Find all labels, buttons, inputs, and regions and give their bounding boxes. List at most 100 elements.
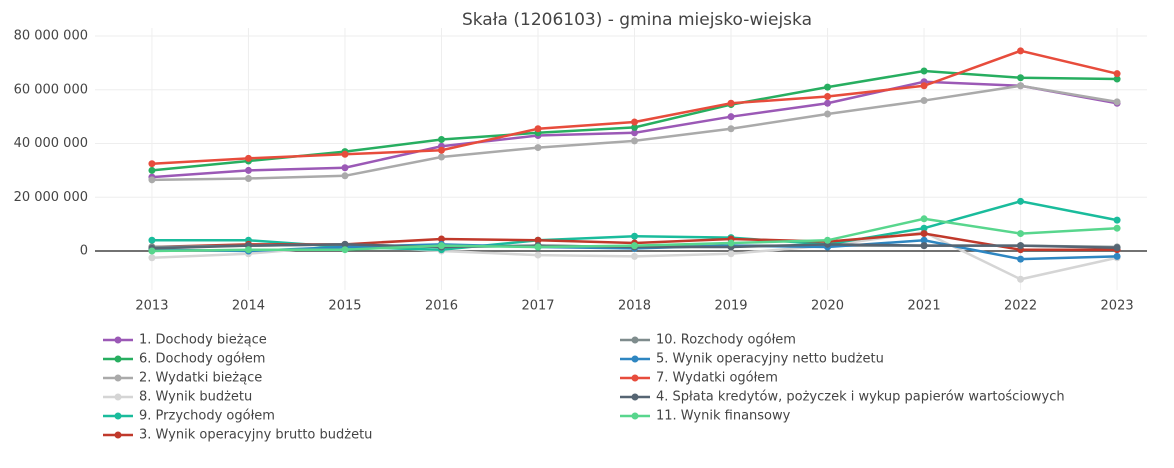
legend-label: 10. Rozchody ogółem [656,333,796,348]
x-tick-label: 2021 [908,299,941,314]
y-tick-label: 0 [80,244,88,259]
point [631,129,639,137]
x-tick-label: 2016 [425,299,458,314]
point [341,172,349,180]
point [1113,224,1121,232]
point [824,110,832,118]
point [1113,244,1121,252]
legend-label: 6. Dochody ogółem [139,352,265,367]
point [1017,74,1025,82]
point [631,242,639,250]
point [631,118,639,126]
point [631,252,639,260]
point [437,242,445,250]
x-tick-label: 2017 [521,299,554,314]
legend-marker [631,393,639,401]
x-tick-label: 2014 [232,299,265,314]
point [148,247,156,255]
point [148,254,156,262]
point [727,113,735,121]
point [824,236,832,244]
x-tick-label: 2013 [135,299,168,314]
point [920,230,928,238]
point [824,99,832,107]
legend-marker [114,336,122,344]
point [1017,197,1025,205]
point [727,239,735,247]
point [341,164,349,172]
point [148,236,156,244]
legend-label: 4. Spłata kredytów, pożyczek i wykup pap… [656,390,1065,405]
point [437,136,445,144]
legend-marker [631,412,639,420]
point [534,144,542,152]
point [244,246,252,254]
legend-label: 1. Dochody bieżące [139,333,267,348]
point [920,82,928,90]
point [631,123,639,131]
point [341,246,349,254]
point [341,240,349,248]
point [1113,70,1121,78]
x-tick-label: 2019 [714,299,747,314]
point [244,174,252,182]
point [727,99,735,107]
point [1017,242,1025,250]
legend-marker [114,431,122,439]
point [1017,47,1025,55]
point [534,243,542,251]
x-tick-label: 2023 [1101,299,1134,314]
point [341,150,349,158]
legend-marker [114,393,122,401]
point [1113,252,1121,260]
point [920,215,928,223]
legend-label: 8. Wynik budżetu [139,390,252,405]
point [534,251,542,259]
legend-label: 11. Wynik finansowy [656,409,791,424]
point [437,153,445,161]
point [1017,275,1025,283]
point [1113,75,1121,83]
point [824,93,832,101]
point [1017,255,1025,263]
point [534,236,542,244]
chart-title: Skała (1206103) - gmina miejsko-wiejska [462,10,812,30]
x-tick-label: 2018 [618,299,651,314]
point [920,224,928,232]
y-tick-label: 80 000 000 [14,29,88,44]
point [148,166,156,174]
point [631,232,639,240]
point [1017,82,1025,90]
point [148,176,156,184]
legend-label: 3. Wynik operacyjny brutto budżetu [139,428,372,443]
legend-marker [631,355,639,363]
point [244,166,252,174]
point [631,137,639,145]
legend-marker [631,336,639,344]
point [727,125,735,133]
point [1017,230,1025,238]
point [437,235,445,243]
point [920,236,928,244]
point [824,83,832,91]
point [727,250,735,258]
legend-marker [631,374,639,382]
legend-label: 5. Wynik operacyjny netto budżetu [656,352,884,367]
x-tick-label: 2015 [328,299,361,314]
legend-label: 9. Przychody ogółem [139,409,275,424]
x-tick-label: 2022 [1004,299,1037,314]
point [1113,216,1121,224]
legend-marker [114,374,122,382]
point [148,160,156,168]
y-tick-label: 60 000 000 [14,82,88,97]
point [920,97,928,105]
x-tick-label: 2020 [811,299,844,314]
point [920,67,928,75]
legend-marker [114,355,122,363]
point [920,242,928,250]
point [1113,98,1121,106]
legend-marker [114,412,122,420]
y-tick-label: 20 000 000 [14,190,88,205]
